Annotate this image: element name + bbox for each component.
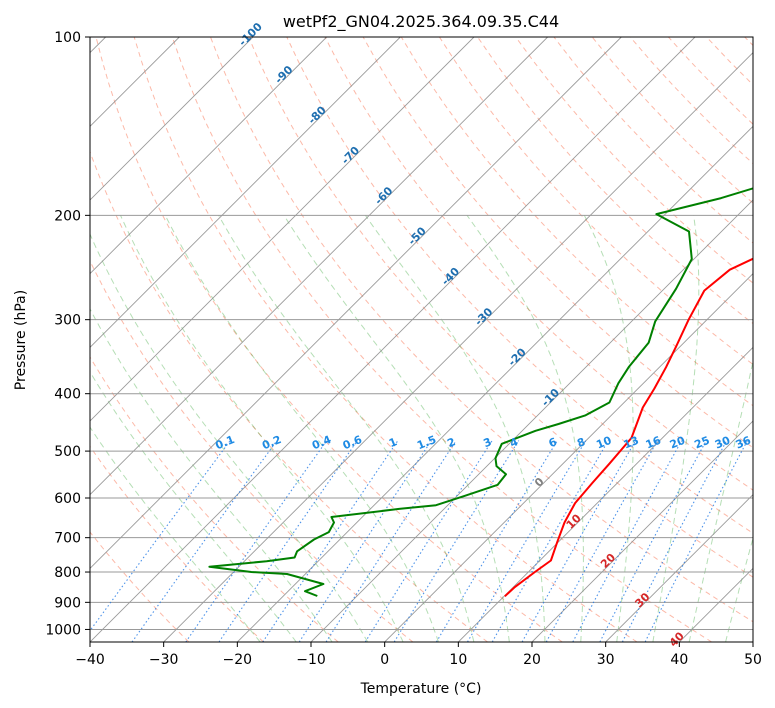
mixing-ratio-line bbox=[185, 440, 328, 642]
background-lines bbox=[90, 37, 753, 642]
isotherm bbox=[384, 273, 753, 642]
mixing-ratio-line bbox=[262, 440, 399, 642]
x-tick-label: −40 bbox=[75, 652, 105, 668]
moist-adiabat bbox=[652, 215, 700, 642]
moist-adiabat bbox=[90, 232, 369, 642]
x-axis-label: Temperature (°C) bbox=[360, 681, 482, 697]
isotherm bbox=[90, 37, 548, 496]
moist-adiabat bbox=[90, 370, 297, 642]
mixing-ratio-line bbox=[572, 440, 683, 642]
moist-adiabat bbox=[164, 215, 439, 642]
isotherm bbox=[90, 37, 696, 642]
y-axis-label: Pressure (hPa) bbox=[13, 290, 29, 390]
dry-adiabat bbox=[95, 37, 563, 642]
moist-adiabat bbox=[364, 215, 546, 642]
dry-adiabat bbox=[400, 37, 753, 407]
isotherm bbox=[531, 420, 753, 642]
mixing-ratio-label: 3 bbox=[481, 435, 493, 450]
dewpoint-line bbox=[208, 187, 753, 597]
isotherm bbox=[458, 346, 753, 642]
moist-adiabat bbox=[120, 215, 404, 642]
dry-adiabat bbox=[248, 37, 753, 578]
mixing-ratio-label: 30 bbox=[713, 434, 732, 452]
mixing-ratio-label: 25 bbox=[693, 434, 712, 452]
isotherm bbox=[90, 37, 327, 275]
line-labels: 0.1 0.2 0.4 0.6 1 1.5 2 3 4 6 8 10 13 16 20 25 30 36-100-… bbox=[214, 20, 754, 650]
mixing-ratio-line bbox=[491, 440, 609, 642]
isotherm bbox=[237, 125, 753, 642]
chart-title: wetPf2_GN04.2025.364.09.35.C44 bbox=[283, 12, 559, 32]
isotherm bbox=[90, 37, 475, 422]
axes: −40 −30 −20 −10 0 10 20 30 40 50 100 200 300 400 500 60… bbox=[45, 30, 762, 668]
mixing-ratio-label: 36 bbox=[734, 434, 753, 452]
mixing-ratio-line bbox=[545, 440, 659, 642]
x-tick-label: 50 bbox=[744, 652, 762, 668]
isotherm bbox=[163, 52, 753, 642]
dry-adiabat bbox=[90, 445, 264, 642]
y-tick-label: 800 bbox=[54, 565, 81, 581]
dry-adiabat bbox=[90, 356, 339, 642]
dry-adiabat bbox=[515, 37, 753, 284]
x-tick-label: 30 bbox=[597, 652, 615, 668]
mixing-ratio-label: 1 bbox=[387, 435, 399, 450]
dry-adiabat bbox=[171, 37, 712, 642]
isotherm bbox=[310, 199, 753, 642]
isotherm bbox=[605, 494, 753, 642]
x-tick-label: −10 bbox=[296, 652, 326, 668]
moist-adiabat bbox=[466, 215, 584, 642]
mixing-ratio-line bbox=[364, 440, 493, 642]
mixing-ratio-label: 16 bbox=[644, 434, 663, 452]
mixing-ratio-label: 8 bbox=[575, 435, 587, 450]
x-tick-label: 0 bbox=[380, 652, 389, 668]
moist-adiabat bbox=[218, 215, 475, 642]
y-tick-label: 300 bbox=[54, 313, 81, 329]
mixing-ratio-line bbox=[435, 440, 558, 642]
mixing-ratio-label: 13 bbox=[622, 434, 641, 452]
dry-adiabat bbox=[90, 150, 488, 642]
dry-adiabat bbox=[438, 37, 753, 366]
y-tick-label: 400 bbox=[54, 387, 81, 403]
mixing-ratio-label: 2 bbox=[445, 435, 457, 450]
moist-adiabat bbox=[583, 215, 634, 642]
dry-adiabat bbox=[133, 37, 638, 642]
y-tick-label: 200 bbox=[54, 208, 81, 224]
x-tick-label: 40 bbox=[670, 652, 688, 668]
y-tick-label: 700 bbox=[54, 531, 81, 547]
y-tick-label: 100 bbox=[54, 30, 81, 46]
y-tick-label: 500 bbox=[54, 444, 81, 460]
mixing-ratio-label: 20 bbox=[668, 434, 687, 452]
moist-adiabat bbox=[90, 426, 261, 642]
isotherm bbox=[90, 37, 401, 348]
y-tick-label: 900 bbox=[54, 595, 81, 611]
isotherm bbox=[90, 37, 622, 569]
mixing-ratio-line bbox=[644, 440, 748, 642]
moist-adiabat bbox=[283, 215, 510, 642]
dry-adiabat bbox=[90, 531, 190, 642]
mixing-ratio-line bbox=[521, 440, 637, 642]
mixing-ratio-line bbox=[325, 440, 457, 642]
x-tick-label: −20 bbox=[223, 652, 253, 668]
x-tick-label: 10 bbox=[449, 652, 467, 668]
mixing-ratio-line bbox=[467, 440, 587, 642]
series-lines bbox=[208, 187, 753, 598]
mixing-ratio-line bbox=[393, 440, 520, 642]
temperature-line bbox=[504, 257, 753, 598]
y-tick-label: 1000 bbox=[45, 622, 81, 638]
moist-adiabat bbox=[90, 308, 333, 642]
mixing-ratio-label: 10 bbox=[594, 434, 613, 452]
isotherm bbox=[90, 37, 254, 201]
mixing-ratio-line bbox=[90, 440, 231, 632]
dry-adiabat bbox=[210, 37, 753, 623]
x-tick-label: 20 bbox=[523, 652, 541, 668]
x-tick-label: −30 bbox=[149, 652, 179, 668]
mixing-ratio-line bbox=[298, 440, 432, 642]
plot-frame bbox=[89, 36, 754, 643]
mixing-ratio-line bbox=[131, 440, 278, 642]
y-tick-label: 600 bbox=[54, 491, 81, 507]
